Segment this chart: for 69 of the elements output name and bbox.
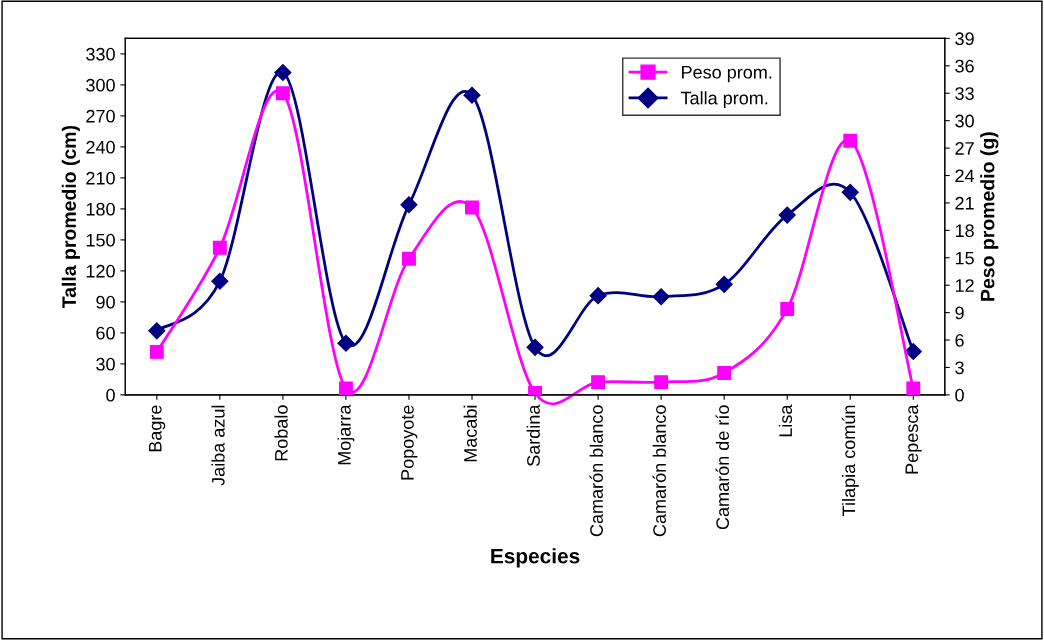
y2-tick-label: 30 (955, 114, 974, 128)
y2-tick-label: 3 (955, 361, 964, 375)
legend-label: Talla prom. (680, 91, 768, 109)
point (149, 344, 164, 359)
y2-tick-label: 33 (955, 87, 974, 100)
point (274, 63, 292, 82)
point (465, 200, 479, 215)
y-axis-title: Talla promedio (cm) (61, 125, 80, 309)
point (841, 183, 859, 201)
legend-label: Peso prom. (682, 66, 772, 83)
y-tick-label: 60 (96, 326, 115, 340)
point (652, 288, 670, 306)
y-tick-label: 0 (106, 388, 115, 402)
y2-tick-label: 9 (955, 306, 964, 320)
x-tick-label: Tilapia común (841, 405, 859, 516)
y-tick-label: 150 (86, 233, 115, 247)
point (337, 334, 355, 352)
point (148, 322, 166, 340)
y-tick-label: 330 (86, 47, 115, 61)
x-tick-label: Camarón blanco (652, 405, 666, 537)
y2-tick-label: 36 (955, 59, 974, 73)
y2-tick-label: 24 (955, 169, 975, 183)
y-tick-label: 180 (86, 202, 115, 216)
y-tick-label: 270 (86, 109, 115, 123)
x-tick-label: Camarón blanco (589, 405, 603, 537)
point (212, 240, 227, 255)
point (211, 272, 229, 290)
x-axis-title: Especies (491, 548, 580, 568)
point (904, 342, 922, 361)
y2-tick-label: 18 (955, 224, 974, 238)
y2-tick-label: 39 (955, 32, 974, 46)
x-tick-label: Macabi (463, 405, 477, 462)
point (463, 86, 481, 104)
y2-axis-title: Peso promedio (g) (980, 132, 999, 301)
x-tick-label: Pepesca (905, 404, 922, 474)
point (717, 365, 732, 380)
point (589, 287, 607, 305)
point (402, 251, 416, 266)
point (780, 302, 795, 316)
x-tick-label: Bagre (149, 405, 166, 452)
x-tick-label: Sardina (526, 404, 540, 467)
y2-tick-label: 6 (955, 333, 964, 347)
point (654, 375, 669, 390)
x-tick-label: Mojarra (337, 404, 355, 465)
x-tick-label: Camarón de río (715, 405, 730, 530)
y-tick-label: 30 (96, 357, 115, 371)
y2-tick-label: 12 (955, 279, 974, 292)
y-tick-label: 240 (86, 140, 115, 154)
y-tick-label: 210 (86, 171, 115, 185)
y2-tick-label: 21 (955, 196, 974, 210)
y-tick-label: 90 (96, 295, 115, 309)
y2-tick-label: 0 (955, 388, 964, 402)
point (778, 206, 796, 224)
x-tick-label: Jaiba azul (211, 405, 225, 486)
y2-tick-label: 15 (955, 251, 974, 265)
x-tick-label: Robalo (274, 405, 288, 461)
y-tick-label: 300 (86, 78, 115, 92)
point (715, 275, 733, 293)
point (275, 86, 290, 101)
point (591, 375, 606, 390)
point (338, 381, 353, 395)
point (906, 381, 921, 395)
point (526, 338, 544, 356)
y-tick-label: 120 (86, 264, 115, 278)
point (843, 133, 858, 148)
x-tick-label: Lisa (778, 404, 793, 437)
x-tick-label: Popoyote (401, 405, 418, 480)
point (400, 196, 418, 214)
y2-tick-label: 27 (955, 142, 974, 155)
